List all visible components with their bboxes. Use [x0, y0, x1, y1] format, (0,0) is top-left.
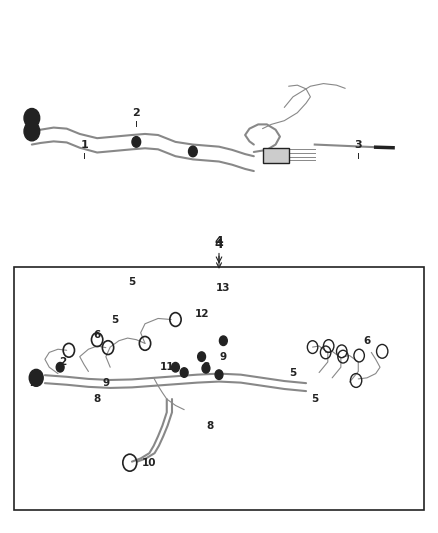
Text: 10: 10: [142, 458, 157, 467]
Text: 7: 7: [28, 378, 35, 388]
Text: 2: 2: [59, 357, 66, 367]
Text: 5: 5: [111, 314, 118, 325]
Bar: [262, 148, 289, 163]
Text: 1: 1: [80, 140, 88, 150]
Text: 8: 8: [207, 421, 214, 431]
Text: 5: 5: [311, 394, 318, 404]
Circle shape: [56, 362, 64, 372]
Circle shape: [24, 109, 40, 127]
FancyBboxPatch shape: [14, 266, 424, 511]
Text: 9: 9: [102, 378, 110, 388]
Text: 5: 5: [128, 277, 136, 287]
Text: 11: 11: [159, 362, 174, 372]
Circle shape: [132, 136, 141, 147]
Circle shape: [172, 362, 180, 372]
Text: 2: 2: [132, 108, 140, 118]
Text: 5: 5: [290, 368, 297, 377]
Text: 9: 9: [220, 352, 227, 361]
Circle shape: [180, 368, 188, 377]
Circle shape: [198, 352, 205, 361]
Circle shape: [24, 122, 40, 141]
Text: 6: 6: [364, 336, 371, 346]
Text: 8: 8: [93, 394, 101, 404]
Text: 13: 13: [216, 282, 230, 293]
Circle shape: [202, 364, 210, 373]
Circle shape: [29, 369, 43, 386]
Text: 6: 6: [93, 330, 101, 341]
Circle shape: [219, 336, 227, 345]
Circle shape: [188, 146, 197, 157]
Text: 4: 4: [215, 235, 223, 248]
Text: 3: 3: [354, 140, 362, 150]
Text: 4: 4: [215, 238, 223, 268]
Text: 12: 12: [194, 309, 209, 319]
Text: 8: 8: [202, 362, 209, 372]
Circle shape: [215, 370, 223, 379]
